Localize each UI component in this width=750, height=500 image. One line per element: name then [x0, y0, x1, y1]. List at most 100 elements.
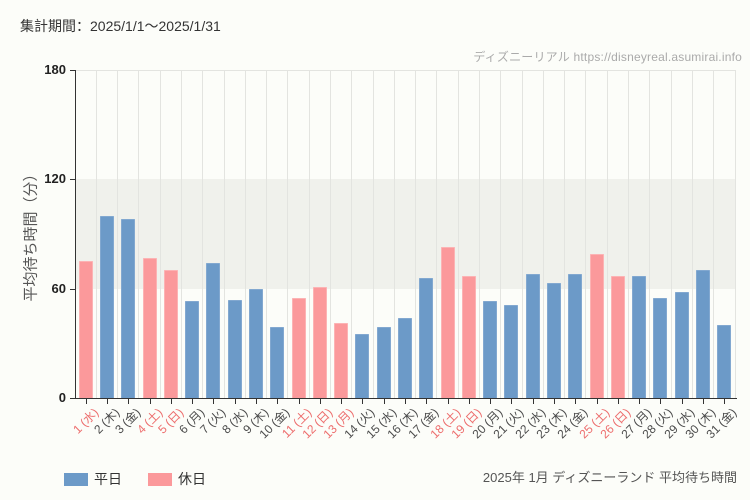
- gridline-vertical: [542, 70, 544, 398]
- x-axis-line: [74, 398, 737, 399]
- gridline-vertical: [457, 70, 459, 398]
- plot-area: [75, 70, 736, 398]
- bar-day-18-holiday[interactable]: [440, 246, 455, 398]
- x-tick-day-21: [511, 399, 513, 404]
- bar-day-4-holiday[interactable]: [142, 257, 157, 398]
- bar-day-29-weekday[interactable]: [674, 292, 689, 398]
- y-tick-180: [70, 70, 75, 71]
- bar-day-22-weekday[interactable]: [525, 274, 540, 398]
- gridline-vertical: [479, 70, 481, 398]
- bar-day-17-weekday[interactable]: [419, 277, 434, 398]
- bar-day-15-weekday[interactable]: [376, 326, 391, 398]
- bar-day-24-weekday[interactable]: [568, 274, 583, 398]
- legend-weekday-label: 平日: [94, 471, 122, 487]
- x-tick-day-8: [234, 399, 236, 404]
- bar-day-30-weekday[interactable]: [696, 270, 711, 398]
- x-tick-day-9: [255, 399, 257, 404]
- gridline-vertical: [713, 70, 715, 398]
- bar-day-13-holiday[interactable]: [334, 323, 349, 398]
- legend-item-holiday[interactable]: 休日: [148, 469, 206, 489]
- bar-day-2-weekday[interactable]: [99, 215, 114, 398]
- bar-day-27-weekday[interactable]: [632, 275, 647, 398]
- gridline-vertical: [649, 70, 651, 398]
- x-tick-day-25: [596, 399, 598, 404]
- x-tick-day-28: [660, 399, 662, 404]
- x-tick-day-29: [681, 399, 683, 404]
- x-tick-day-11: [298, 399, 300, 404]
- y-axis-line: [75, 70, 76, 399]
- gridline-vertical: [415, 70, 417, 398]
- chart-caption: 2025年 1月 ディズニーランド 平均待ち時間: [482, 470, 737, 485]
- gridline-vertical: [606, 70, 608, 398]
- bar-day-5-holiday[interactable]: [163, 270, 178, 398]
- x-tick-day-22: [532, 399, 534, 404]
- x-tick-day-20: [490, 399, 492, 404]
- watermark: ディズニーリアル https://disneyreal.asumirai.inf…: [473, 48, 742, 65]
- gridband-60-120: [75, 179, 735, 289]
- gridline-vertical: [287, 70, 289, 398]
- legend: 平日 休日: [64, 469, 232, 489]
- gridline-vertical: [372, 70, 374, 398]
- bar-day-31-weekday[interactable]: [717, 325, 732, 398]
- gridline-vertical: [159, 70, 161, 398]
- bar-day-8-weekday[interactable]: [227, 299, 242, 398]
- x-tick-day-4: [149, 399, 151, 404]
- gridline-vertical: [202, 70, 204, 398]
- bar-day-28-weekday[interactable]: [653, 297, 668, 398]
- gridline-vertical: [500, 70, 502, 398]
- x-tick-day-31: [724, 399, 726, 404]
- bar-day-21-weekday[interactable]: [504, 305, 519, 398]
- x-tick-day-13: [341, 399, 343, 404]
- legend-item-weekday[interactable]: 平日: [64, 469, 122, 489]
- x-tick-day-17: [426, 399, 428, 404]
- legend-holiday-label: 休日: [178, 471, 206, 487]
- bar-day-11-holiday[interactable]: [291, 297, 306, 398]
- x-tick-day-14: [362, 399, 364, 404]
- y-tick-60: [70, 288, 75, 290]
- gridline-vertical: [95, 70, 97, 398]
- bar-day-19-holiday[interactable]: [461, 275, 476, 398]
- gridline-vertical: [564, 70, 566, 398]
- bar-day-1-holiday[interactable]: [78, 261, 93, 398]
- y-tick-label-180: 180: [44, 62, 66, 77]
- bar-day-26-holiday[interactable]: [610, 275, 625, 398]
- x-tick-day-30: [703, 399, 705, 404]
- x-tick-day-6: [192, 399, 194, 404]
- gridline-vertical: [138, 70, 140, 398]
- x-tick-day-1: [85, 399, 87, 404]
- bar-day-7-weekday[interactable]: [206, 263, 221, 398]
- gridline-vertical: [117, 70, 119, 398]
- bar-day-3-weekday[interactable]: [121, 219, 136, 398]
- x-tick-day-18: [447, 399, 449, 404]
- bar-day-23-weekday[interactable]: [547, 283, 562, 398]
- bar-day-14-weekday[interactable]: [355, 334, 370, 398]
- x-tick-day-24: [575, 399, 577, 404]
- x-tick-day-15: [383, 399, 385, 404]
- bar-day-9-weekday[interactable]: [248, 288, 263, 398]
- x-tick-day-3: [128, 399, 130, 404]
- y-tick-label-60: 60: [51, 280, 66, 296]
- legend-holiday-swatch: [148, 472, 172, 486]
- x-tick-day-26: [617, 399, 619, 404]
- x-tick-day-10: [277, 399, 279, 404]
- y-tick-120: [70, 179, 75, 181]
- gridline-vertical: [308, 70, 310, 398]
- y-tick-label-120: 120: [44, 171, 66, 187]
- bar-day-12-holiday[interactable]: [312, 286, 327, 398]
- gridline-vertical: [521, 70, 523, 398]
- watermark-url: https://disneyreal.asumirai.info: [573, 50, 742, 64]
- x-tick-day-16: [405, 399, 406, 404]
- gridline-180: [75, 70, 735, 71]
- gridline-vertical: [691, 70, 693, 398]
- bar-day-20-weekday[interactable]: [483, 301, 498, 398]
- bar-day-10-weekday[interactable]: [270, 326, 285, 398]
- x-tick-day-2: [106, 399, 108, 404]
- gridline-vertical: [734, 70, 736, 398]
- bar-day-6-weekday[interactable]: [185, 301, 200, 398]
- y-tick-label-0: 0: [58, 390, 66, 405]
- gridline-vertical: [244, 70, 246, 398]
- bar-day-16-weekday[interactable]: [398, 317, 412, 398]
- gridline-vertical: [436, 70, 438, 398]
- bar-day-25-holiday[interactable]: [589, 254, 604, 398]
- gridline-vertical: [266, 70, 268, 398]
